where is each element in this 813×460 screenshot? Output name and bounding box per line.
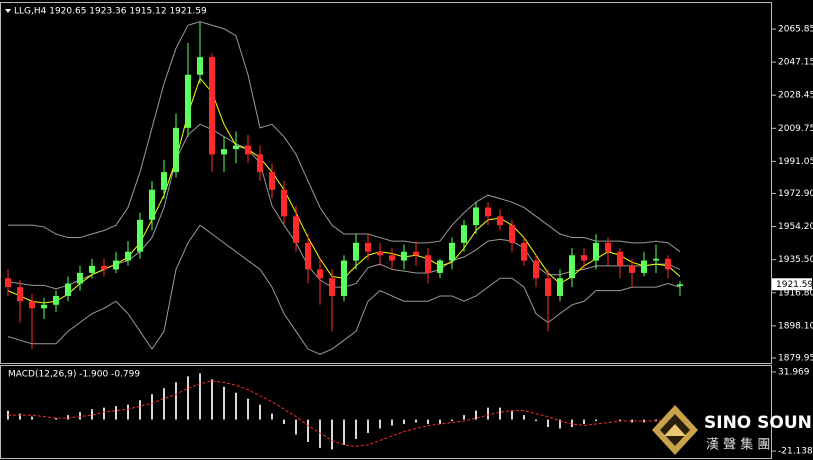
y-tick-label: 2047.15 — [778, 58, 813, 68]
indicator-line — [7, 224, 681, 355]
y-tick-label: 1991.05 — [778, 157, 813, 167]
candle-body — [65, 283, 71, 296]
y-tick-label: 1898.10 — [778, 321, 813, 331]
candle-body — [245, 145, 251, 155]
y-tick-label: 1879.95 — [778, 353, 813, 363]
candle-body — [341, 260, 347, 296]
candle-body — [365, 242, 371, 252]
price-box — [772, 278, 812, 291]
menu-arrow — [5, 9, 11, 13]
candle-body — [209, 57, 215, 155]
candle-body — [509, 225, 515, 243]
y-tick-label: 2065.85 — [778, 25, 813, 35]
candle-body — [305, 242, 311, 270]
candle-body — [485, 207, 491, 217]
candle-body — [641, 260, 647, 273]
candle-body — [317, 269, 323, 279]
main-frame — [0, 2, 772, 364]
candle-body — [173, 127, 179, 173]
candle-body — [497, 216, 503, 226]
price-label: 1921.59 — [776, 280, 813, 290]
candle-body — [665, 258, 671, 270]
candle-body — [329, 278, 335, 296]
y-tick-label: 1916.80 — [778, 288, 813, 298]
y-tick-label: 1935.50 — [778, 255, 813, 265]
candle-body — [197, 57, 203, 75]
candle-body — [113, 260, 119, 270]
logo-mark — [664, 424, 686, 436]
candle-body — [221, 149, 227, 155]
candle-body — [125, 251, 131, 261]
logo-name: SINO SOUND — [704, 413, 813, 433]
candle-body — [521, 242, 527, 261]
candle-body — [557, 278, 563, 296]
candle-body — [569, 255, 575, 279]
candle-body — [233, 145, 239, 150]
candle-body — [401, 251, 407, 261]
candle-body — [89, 265, 95, 273]
logo-subtitle: 漢 聲 集 團 — [706, 437, 770, 453]
candle-body — [377, 251, 383, 256]
candle-body — [473, 207, 479, 226]
logo: SINO SOUND 漢 聲 集 團 — [652, 405, 813, 455]
candle-body — [161, 172, 167, 190]
candle-body — [281, 189, 287, 217]
candle-body — [437, 260, 443, 273]
candle-body — [593, 242, 599, 261]
indicator-line — [8, 21, 681, 253]
macd-frame — [0, 365, 772, 459]
candle-body — [5, 278, 11, 288]
macd-title: MACD(12,26,9) -1.900 -0.799 — [8, 370, 140, 380]
y-tick-label: 1972.90 — [778, 189, 813, 199]
candle-body — [137, 219, 143, 252]
candle-body — [53, 295, 59, 305]
candle-body — [353, 242, 359, 261]
candle-body — [101, 265, 107, 270]
candle-body — [449, 242, 455, 261]
y-tick-label: 2028.45 — [778, 91, 813, 101]
y-tick-label: 31.969 — [778, 367, 810, 377]
candle-body — [617, 251, 623, 266]
candle-body — [41, 304, 47, 309]
candle-body — [653, 258, 659, 261]
candle-body — [545, 278, 551, 296]
marks: 2065.85 2047.15 2028.45 2009.75 1991.05 1972.… — [5, 21, 813, 457]
candle-body — [389, 255, 395, 261]
candle-body — [425, 255, 431, 273]
candle-body — [257, 154, 263, 173]
candle-body — [461, 225, 467, 243]
candle-body — [605, 242, 611, 252]
candle-body — [149, 189, 155, 220]
candle-body — [533, 260, 539, 279]
y-tick-label: 1954.20 — [778, 222, 813, 232]
candle-body — [269, 172, 275, 190]
candle-body — [677, 284, 683, 286]
candle-body — [29, 301, 35, 309]
candle-body — [185, 74, 191, 128]
candle-body — [77, 272, 83, 284]
y-tick-label: 2009.75 — [778, 124, 813, 134]
candle-body — [629, 265, 635, 273]
chart-title: LLG,H4 1920.65 1923.36 1915.12 1921.59 — [14, 7, 207, 17]
candle-body — [293, 216, 299, 243]
candle-body — [581, 255, 587, 261]
signal-line — [8, 380, 681, 447]
candle-body — [413, 251, 419, 256]
candle-body — [17, 287, 23, 302]
y-tick-label: -21.138 — [778, 447, 813, 457]
